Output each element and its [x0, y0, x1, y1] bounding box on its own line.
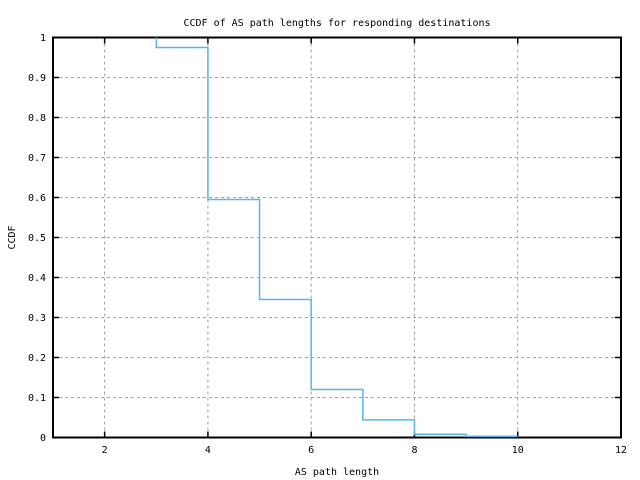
y-tick-label: 0.4	[28, 273, 46, 284]
y-axis-label: CCDF	[7, 225, 18, 249]
x-tick-label: 4	[205, 445, 211, 456]
y-tick-label: 0.2	[28, 353, 46, 364]
x-tick-label: 6	[308, 445, 314, 456]
y-tick-label: 0.1	[28, 393, 46, 404]
chart-title: CCDF of AS path lengths for responding d…	[183, 18, 490, 29]
ccdf-step-line	[155, 37, 518, 438]
y-tick-label: 0	[40, 433, 46, 444]
y-tick-label: 0.3	[28, 313, 46, 324]
y-tick-label: 0.6	[28, 193, 46, 204]
y-tick-label: 0.7	[28, 153, 46, 164]
y-tick-label: 1	[40, 33, 46, 44]
x-tick-label: 10	[512, 445, 524, 456]
y-tick-label: 0.9	[28, 73, 46, 84]
x-tick-label: 2	[102, 445, 108, 456]
y-tick-label: 0.5	[28, 233, 46, 244]
plot-generated-layer: 2 4 6 8 10 12 0 0.1 0.2 0.3 0.4 0.5 0.6 0.7 0.8 0.9 1	[28, 33, 627, 456]
x-tick-label: 12	[615, 445, 627, 456]
x-axis-label: AS path length	[295, 467, 379, 478]
y-tick-label: 0.8	[28, 113, 46, 124]
x-tick-label: 8	[411, 445, 417, 456]
